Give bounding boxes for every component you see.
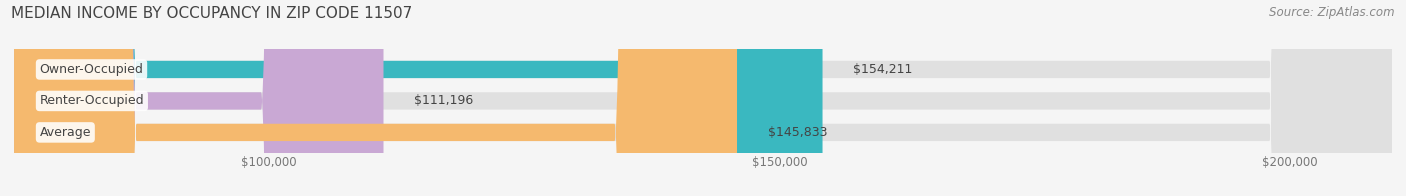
FancyBboxPatch shape — [14, 0, 1392, 196]
Text: $145,833: $145,833 — [768, 126, 827, 139]
Text: $154,211: $154,211 — [853, 63, 912, 76]
Text: Owner-Occupied: Owner-Occupied — [39, 63, 143, 76]
Text: Source: ZipAtlas.com: Source: ZipAtlas.com — [1270, 6, 1395, 19]
FancyBboxPatch shape — [14, 0, 737, 196]
FancyBboxPatch shape — [14, 0, 384, 196]
FancyBboxPatch shape — [14, 0, 823, 196]
Text: MEDIAN INCOME BY OCCUPANCY IN ZIP CODE 11507: MEDIAN INCOME BY OCCUPANCY IN ZIP CODE 1… — [11, 6, 412, 21]
Text: Renter-Occupied: Renter-Occupied — [39, 94, 145, 107]
FancyBboxPatch shape — [14, 0, 1392, 196]
FancyBboxPatch shape — [14, 0, 1392, 196]
Text: $111,196: $111,196 — [415, 94, 474, 107]
Text: Average: Average — [39, 126, 91, 139]
